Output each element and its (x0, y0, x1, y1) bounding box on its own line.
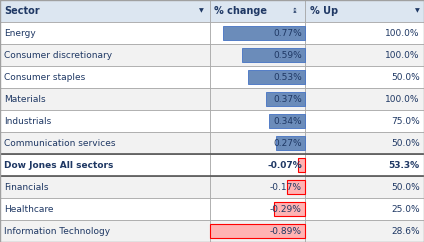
Text: Healthcare: Healthcare (4, 204, 54, 213)
Bar (274, 202, 305, 216)
Bar (0, 66, 210, 88)
Bar (210, 66, 305, 88)
Text: Dow Jones All sectors: Dow Jones All sectors (4, 160, 114, 169)
Text: 28.6%: 28.6% (391, 227, 420, 235)
Text: 0.53%: 0.53% (273, 73, 302, 82)
Text: 0.37%: 0.37% (273, 94, 302, 104)
Bar (305, 88, 424, 110)
Text: 0.27%: 0.27% (273, 138, 302, 148)
Text: 100.0%: 100.0% (385, 51, 420, 60)
Bar (242, 48, 305, 62)
Bar (210, 224, 305, 238)
Bar (305, 44, 424, 66)
Bar (305, 198, 424, 220)
Bar (223, 26, 305, 40)
Text: 25.0%: 25.0% (391, 204, 420, 213)
Text: % change: % change (214, 6, 267, 16)
Bar (269, 114, 305, 128)
Bar (210, 110, 305, 132)
Bar (305, 154, 424, 176)
Text: 100.0%: 100.0% (385, 94, 420, 104)
Text: 75.0%: 75.0% (391, 116, 420, 126)
Bar (210, 176, 305, 198)
Bar (248, 70, 305, 83)
Text: 0.34%: 0.34% (273, 116, 302, 126)
Text: Consumer discretionary: Consumer discretionary (4, 51, 112, 60)
Text: Consumer staples: Consumer staples (4, 73, 86, 82)
Bar (305, 220, 424, 242)
Bar (305, 22, 424, 44)
Bar (265, 92, 305, 106)
Bar (0, 44, 210, 66)
Bar (305, 0, 424, 22)
Bar (210, 132, 305, 154)
Text: 0.77%: 0.77% (273, 29, 302, 38)
Bar (0, 176, 210, 198)
Bar (305, 66, 424, 88)
Bar (0, 110, 210, 132)
Bar (0, 154, 210, 176)
Text: 50.0%: 50.0% (391, 138, 420, 148)
Text: 53.3%: 53.3% (389, 160, 420, 169)
Text: 50.0%: 50.0% (391, 182, 420, 191)
Bar (305, 110, 424, 132)
Bar (210, 220, 305, 242)
Text: Materials: Materials (4, 94, 46, 104)
Bar (0, 88, 210, 110)
Text: 0.59%: 0.59% (273, 51, 302, 60)
Text: 100.0%: 100.0% (385, 29, 420, 38)
Bar (274, 202, 305, 216)
Bar (0, 220, 210, 242)
Text: Sector: Sector (4, 6, 40, 16)
Text: Communication services: Communication services (4, 138, 116, 148)
Text: ↨: ↨ (292, 8, 298, 14)
Bar (210, 22, 305, 44)
Bar (276, 136, 305, 150)
Bar (298, 159, 305, 172)
Bar (210, 224, 305, 238)
Bar (305, 176, 424, 198)
Bar (0, 198, 210, 220)
Text: -0.17%: -0.17% (270, 182, 302, 191)
Bar (0, 0, 210, 22)
Bar (210, 88, 305, 110)
Bar (305, 132, 424, 154)
Text: Industrials: Industrials (4, 116, 51, 126)
Text: ▼: ▼ (199, 8, 204, 14)
Bar (210, 0, 305, 22)
Bar (287, 180, 305, 194)
Bar (210, 44, 305, 66)
Text: -0.07%: -0.07% (267, 160, 302, 169)
Text: 50.0%: 50.0% (391, 73, 420, 82)
Text: -0.29%: -0.29% (270, 204, 302, 213)
Text: ▼: ▼ (415, 8, 420, 14)
Text: Energy: Energy (4, 29, 36, 38)
Bar (0, 132, 210, 154)
Bar (210, 154, 305, 176)
Text: -0.89%: -0.89% (270, 227, 302, 235)
Text: Financials: Financials (4, 182, 49, 191)
Bar (298, 159, 305, 172)
Bar (210, 198, 305, 220)
Bar (0, 22, 210, 44)
Text: Information Technology: Information Technology (4, 227, 110, 235)
Text: % Up: % Up (310, 6, 338, 16)
Bar (287, 180, 305, 194)
